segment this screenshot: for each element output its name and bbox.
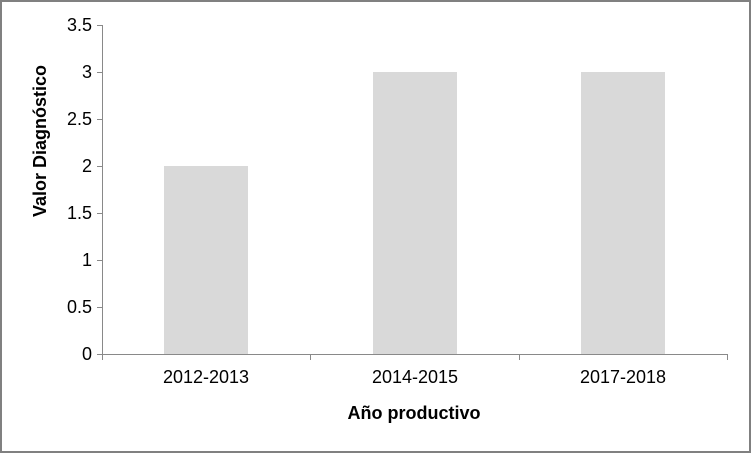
y-axis-tick <box>97 260 102 261</box>
x-axis-tick <box>519 355 520 360</box>
y-axis-tick <box>97 119 102 120</box>
y-axis-tick <box>97 307 102 308</box>
y-tick-label: 2 <box>81 156 92 176</box>
x-axis-title: Año productivo <box>347 403 481 423</box>
bar <box>581 72 665 354</box>
x-axis-tick <box>727 355 728 360</box>
y-axis-tick <box>97 354 102 355</box>
x-axis-line <box>102 354 728 355</box>
y-tick-label: 3.5 <box>66 15 92 35</box>
y-tick-label: 2.5 <box>66 109 92 129</box>
y-tick-label: 1 <box>81 250 92 270</box>
x-axis-tick <box>310 355 311 360</box>
y-axis-tick <box>97 166 102 167</box>
x-axis-tick <box>102 355 103 360</box>
y-axis-tick <box>97 72 102 73</box>
bar <box>164 166 248 354</box>
x-tick-label: 2014-2015 <box>371 367 459 387</box>
y-tick-label: 1.5 <box>66 203 92 223</box>
y-axis-tick <box>97 213 102 214</box>
x-tick-label: 2017-2018 <box>579 367 667 387</box>
y-axis-tick <box>97 25 102 26</box>
y-tick-label: 3 <box>81 62 92 82</box>
bar <box>373 72 457 354</box>
y-tick-label: 0.5 <box>66 297 92 317</box>
x-tick-label: 2012-2013 <box>162 367 250 387</box>
y-tick-label: 0 <box>81 344 92 364</box>
y-axis-line <box>102 25 103 360</box>
